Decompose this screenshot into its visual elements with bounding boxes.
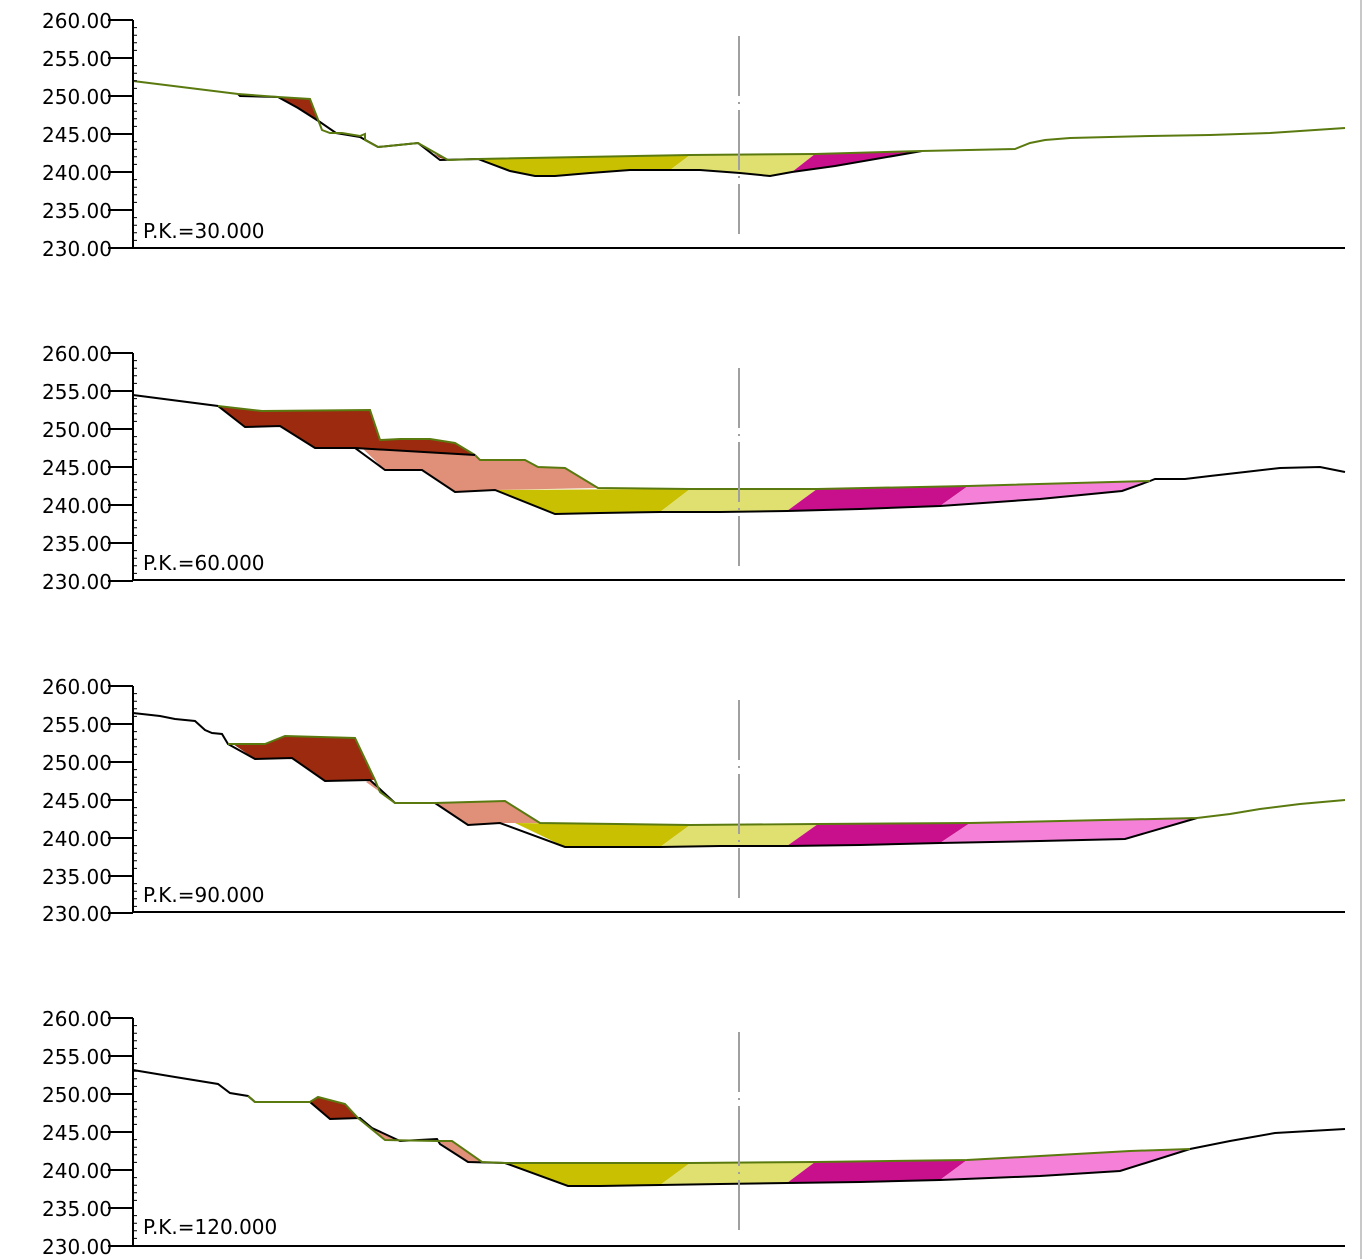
y-tick-label: 230.00 [42,237,112,261]
y-tick-label: 240.00 [42,161,112,185]
y-axis: 260.00 255.00 250.00 245.00 240.00 235.0… [42,342,1345,594]
y-tick-label: 255.00 [42,713,112,737]
fill-zone-salmon [438,1141,482,1162]
fill-areas [218,406,1150,514]
cut-zone-dark-red [280,97,320,122]
fill-zone-light-yellow [660,824,818,847]
y-tick-label: 250.00 [42,418,112,442]
y-tick-label: 250.00 [42,85,112,109]
y-tick-label: 240.00 [42,827,112,851]
y-axis: 260.00 255.00 250.00 245.00 240.00 235.0… [42,1007,1345,1259]
fill-zone-pink [940,481,1150,506]
y-tick-label: 240.00 [42,494,112,518]
section-label: P.K.=90.000 [143,883,265,907]
fill-zone-pink [940,818,1197,843]
fill-zone-olive [478,155,690,176]
y-axis: 260.00 255.00 250.00 245.00 240.00 235.0… [42,675,1345,926]
major-ticks [108,19,133,249]
fill-zone-magenta [787,1160,967,1183]
fill-zone-olive [495,489,690,514]
fill-zone-olive [505,1163,690,1186]
inner-boundary [354,447,476,456]
minor-ticks [133,360,137,574]
y-tick-label: 260.00 [42,9,112,33]
fill-zone-light-yellow [670,154,815,176]
cut-zone-dark-red [233,736,375,781]
y-tick-label: 245.00 [42,789,112,813]
design-line [132,80,1346,162]
y-tick-label: 235.00 [42,199,112,223]
cross-section-3: 260.00 255.00 250.00 245.00 240.00 235.0… [42,675,1346,926]
y-tick-label: 230.00 [42,570,112,594]
cut-zone-dark-red [310,1097,358,1119]
fill-zone-olive [515,823,690,847]
y-tick-label: 255.00 [42,47,112,71]
fill-areas [310,1097,1190,1186]
minor-ticks [133,693,137,907]
y-tick-label: 260.00 [42,1007,112,1031]
section-label: P.K.=30.000 [143,219,265,243]
design-line [217,405,1151,490]
y-tick-label: 235.00 [42,532,112,556]
fill-zone-salmon [362,448,598,492]
fill-zone-light-yellow [660,1162,815,1185]
terrain-line [132,394,1346,516]
cross-section-2: 260.00 255.00 250.00 245.00 240.00 235.0… [42,342,1346,594]
major-ticks [108,685,133,914]
design-line [228,734,1346,827]
minor-ticks [133,1025,137,1239]
y-tick-label: 245.00 [42,1121,112,1145]
fill-zone-pink [940,1149,1190,1180]
fill-areas [280,97,922,176]
minor-ticks [133,27,137,241]
y-tick-label: 255.00 [42,1045,112,1069]
y-tick-label: 240.00 [42,1159,112,1183]
y-tick-label: 230.00 [42,902,112,926]
fill-zone-magenta [787,486,968,511]
y-tick-label: 255.00 [42,380,112,404]
cross-section-4: 260.00 255.00 250.00 245.00 240.00 235.0… [42,1007,1346,1259]
fill-zone-magenta [787,823,970,846]
y-tick-label: 235.00 [42,865,112,889]
y-tick-label: 250.00 [42,1083,112,1107]
cut-zone-dark-red [218,406,475,455]
terrain-line [237,93,923,178]
major-ticks [108,352,133,582]
y-tick-label: 245.00 [42,456,112,480]
y-tick-label: 260.00 [42,342,112,366]
fill-zone-salmon [366,780,380,792]
y-axis: 260.00 255.00 250.00 245.00 240.00 235.0… [42,9,1345,261]
section-label: P.K.=60.000 [143,551,265,575]
fill-areas [233,736,1197,847]
cross-section-1: 260.00 255.00 250.00 245.00 240.00 235.0… [42,9,1346,261]
y-tick-label: 230.00 [42,1235,112,1259]
design-line [247,1095,1191,1164]
y-tick-label: 250.00 [42,751,112,775]
major-ticks [108,1017,133,1247]
y-tick-label: 235.00 [42,1197,112,1221]
section-label: P.K.=120.000 [143,1215,277,1239]
y-tick-label: 260.00 [42,675,112,699]
y-tick-label: 245.00 [42,123,112,147]
